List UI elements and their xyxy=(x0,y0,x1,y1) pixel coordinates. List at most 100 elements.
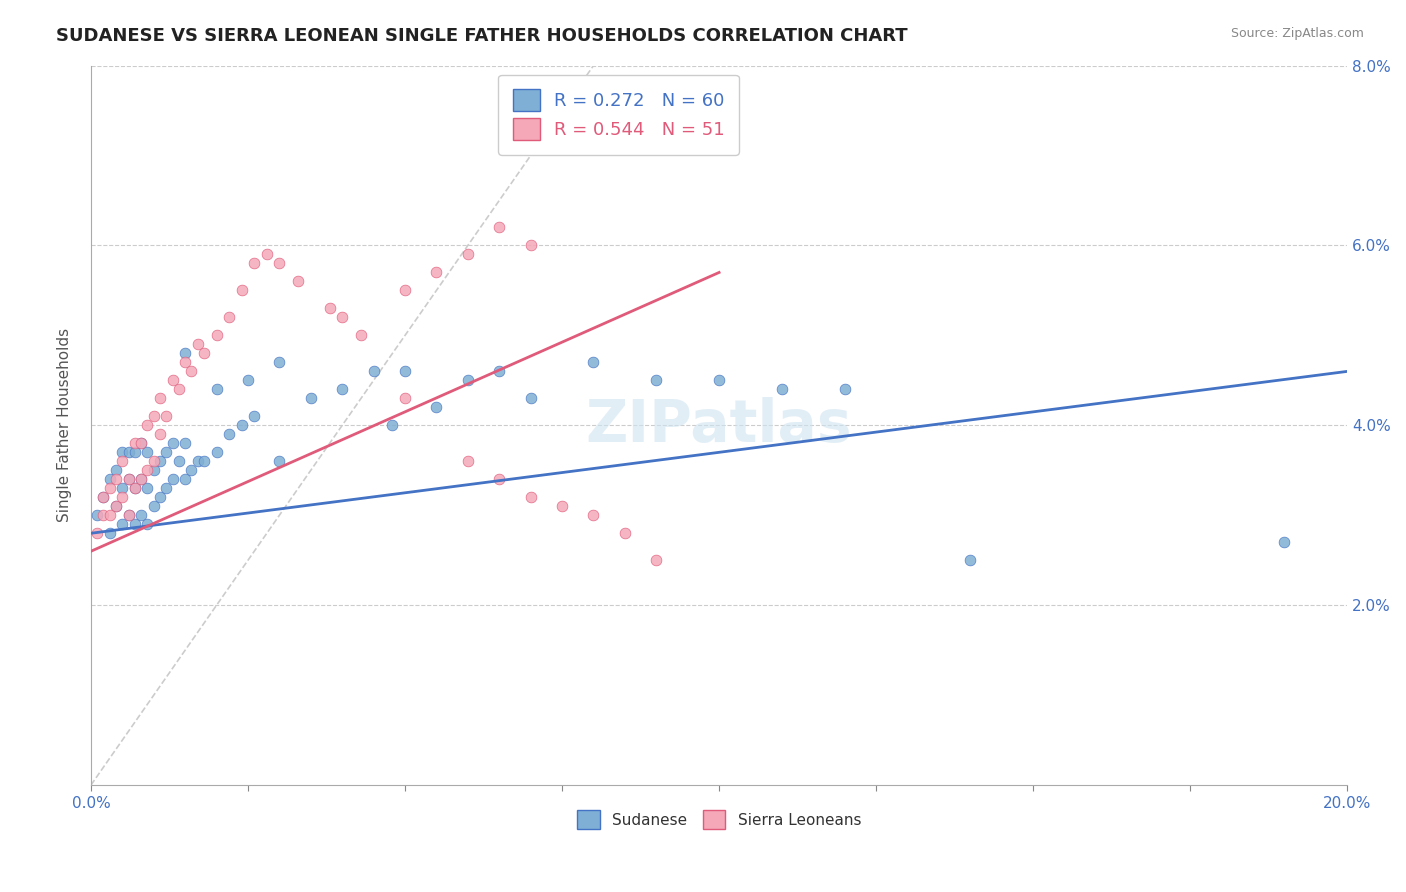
Point xyxy=(149,491,172,505)
Point xyxy=(98,526,121,541)
Point xyxy=(519,392,541,406)
Point xyxy=(136,463,159,477)
Point xyxy=(129,436,152,450)
Point xyxy=(98,508,121,523)
Point xyxy=(174,355,197,369)
Point xyxy=(155,481,177,495)
Point xyxy=(105,472,128,486)
Point xyxy=(613,526,636,541)
Point xyxy=(129,472,152,486)
Point xyxy=(174,472,197,486)
Point xyxy=(330,383,353,397)
Point xyxy=(488,220,510,235)
Point xyxy=(381,418,404,433)
Point xyxy=(93,508,115,523)
Point xyxy=(180,364,202,378)
Point xyxy=(770,383,793,397)
Point xyxy=(86,526,108,541)
Point xyxy=(299,392,322,406)
Point xyxy=(193,346,215,360)
Point xyxy=(167,383,190,397)
Point xyxy=(287,275,309,289)
Point xyxy=(236,373,259,387)
Point xyxy=(105,500,128,514)
Point xyxy=(111,454,134,468)
Point xyxy=(394,364,416,378)
Point xyxy=(174,436,197,450)
Point xyxy=(551,500,574,514)
Point xyxy=(645,373,668,387)
Point xyxy=(155,445,177,459)
Point xyxy=(205,328,228,343)
Point xyxy=(93,491,115,505)
Legend: Sudanese, Sierra Leoneans: Sudanese, Sierra Leoneans xyxy=(571,805,868,835)
Point xyxy=(205,383,228,397)
Point xyxy=(111,491,134,505)
Point xyxy=(142,500,165,514)
Point xyxy=(142,454,165,468)
Point xyxy=(350,328,373,343)
Point xyxy=(457,247,479,261)
Point xyxy=(519,238,541,252)
Point xyxy=(193,454,215,468)
Point xyxy=(149,427,172,442)
Point xyxy=(318,301,340,316)
Point xyxy=(129,436,152,450)
Point xyxy=(124,445,146,459)
Point xyxy=(243,256,266,270)
Point xyxy=(1274,535,1296,549)
Point xyxy=(117,472,139,486)
Point xyxy=(363,364,385,378)
Point xyxy=(117,445,139,459)
Point xyxy=(105,500,128,514)
Point xyxy=(124,481,146,495)
Point xyxy=(93,491,115,505)
Point xyxy=(218,310,240,325)
Point xyxy=(149,392,172,406)
Point xyxy=(86,508,108,523)
Point xyxy=(519,491,541,505)
Point xyxy=(136,445,159,459)
Point xyxy=(117,472,139,486)
Point xyxy=(162,472,184,486)
Point xyxy=(149,454,172,468)
Point xyxy=(136,517,159,532)
Point xyxy=(269,355,291,369)
Point xyxy=(394,284,416,298)
Y-axis label: Single Father Households: Single Father Households xyxy=(58,328,72,523)
Point xyxy=(187,337,209,351)
Point xyxy=(142,409,165,424)
Point xyxy=(142,463,165,477)
Point xyxy=(167,454,190,468)
Point xyxy=(129,472,152,486)
Point xyxy=(129,508,152,523)
Point xyxy=(457,454,479,468)
Point xyxy=(425,265,447,279)
Point xyxy=(218,427,240,442)
Point xyxy=(105,463,128,477)
Text: ZIPatlas: ZIPatlas xyxy=(586,397,852,454)
Point xyxy=(111,481,134,495)
Point xyxy=(457,373,479,387)
Point xyxy=(488,364,510,378)
Point xyxy=(162,436,184,450)
Point xyxy=(205,445,228,459)
Point xyxy=(231,418,253,433)
Point xyxy=(155,409,177,424)
Point xyxy=(136,481,159,495)
Point xyxy=(124,517,146,532)
Point xyxy=(174,346,197,360)
Point xyxy=(834,383,856,397)
Point xyxy=(582,508,605,523)
Point xyxy=(187,454,209,468)
Point xyxy=(707,373,730,387)
Point xyxy=(111,517,134,532)
Point xyxy=(425,401,447,415)
Point xyxy=(256,247,278,261)
Point xyxy=(645,553,668,567)
Point xyxy=(117,508,139,523)
Point xyxy=(117,508,139,523)
Point xyxy=(959,553,981,567)
Point xyxy=(180,463,202,477)
Point xyxy=(136,418,159,433)
